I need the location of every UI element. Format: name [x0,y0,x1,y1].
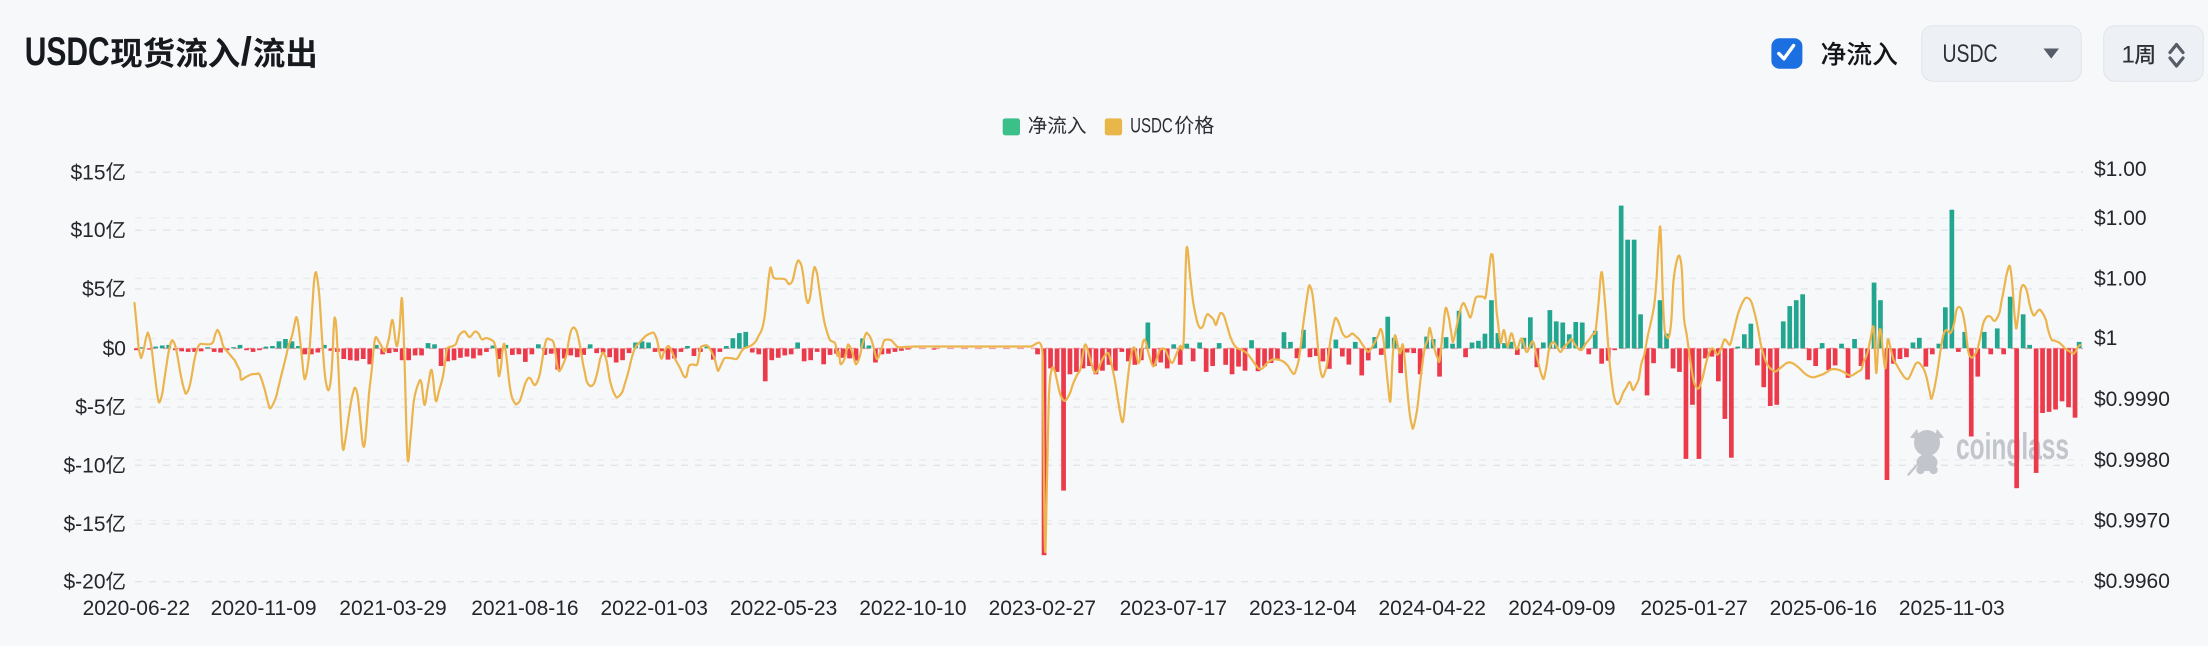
svg-text:USDC: USDC [25,30,110,74]
svg-text:$0.9960: $0.9960 [2094,570,2170,593]
svg-text:2025-01-27: 2025-01-27 [1640,597,1747,620]
svg-text:$1.00: $1.00 [2094,207,2147,230]
svg-text:2023-12-04: 2023-12-04 [1249,597,1357,620]
svg-text:2025-06-16: 2025-06-16 [1770,597,1877,620]
svg-text:2022-10-10: 2022-10-10 [859,597,966,620]
svg-text:$-10: $-10 [64,454,106,477]
svg-text:USDC: USDC [1943,40,1998,68]
svg-text:2023-02-27: 2023-02-27 [989,597,1096,620]
svg-text:2023-07-17: 2023-07-17 [1120,597,1227,620]
svg-text:$1.00: $1.00 [2094,158,2147,181]
svg-text:2024-04-22: 2024-04-22 [1378,597,1485,620]
svg-text:2020-06-22: 2020-06-22 [83,597,190,620]
svg-text:$0: $0 [103,337,126,360]
svg-text:$-15: $-15 [64,513,106,536]
svg-text:2021-03-29: 2021-03-29 [339,597,446,620]
svg-text:$-20: $-20 [64,571,106,594]
svg-text:$15: $15 [71,161,106,184]
svg-text:coinglass: coinglass [1956,426,2069,467]
svg-text:2020-11-09: 2020-11-09 [211,597,317,620]
svg-text:$1: $1 [2094,327,2117,350]
svg-text:$5: $5 [82,278,105,301]
svg-text:$1.00: $1.00 [2094,267,2147,290]
svg-text:$0.9970: $0.9970 [2094,509,2170,532]
svg-text:$0.9990: $0.9990 [2094,388,2170,411]
svg-text:/: / [241,30,252,74]
svg-text:$0.9980: $0.9980 [2094,449,2170,472]
svg-text:$-5: $-5 [75,396,105,419]
svg-text:2021-08-16: 2021-08-16 [471,597,578,620]
svg-text:2022-01-03: 2022-01-03 [600,597,707,620]
svg-text:2025-11-03: 2025-11-03 [1899,597,2005,620]
svg-text:1: 1 [2122,42,2135,69]
svg-text:2024-09-09: 2024-09-09 [1508,597,1615,620]
svg-text:$10: $10 [71,219,106,242]
svg-text:USDC: USDC [1130,115,1173,138]
svg-text:2022-05-23: 2022-05-23 [730,597,837,620]
